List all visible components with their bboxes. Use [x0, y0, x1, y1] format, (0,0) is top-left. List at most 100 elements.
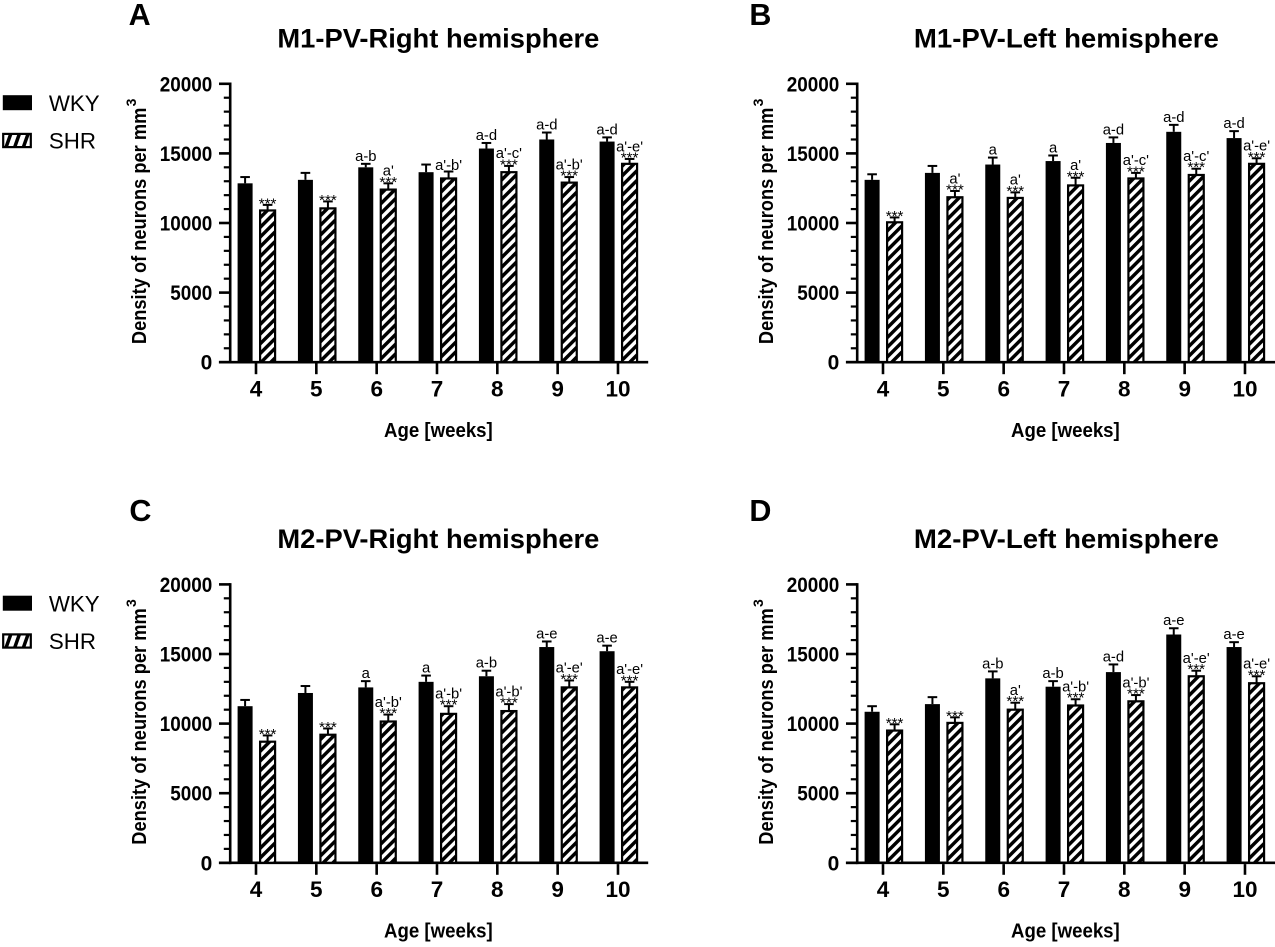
- svg-text:a': a': [949, 171, 960, 187]
- svg-text:6: 6: [370, 877, 383, 902]
- svg-text:a-d: a-d: [1103, 649, 1124, 665]
- svg-text:a'-e': a'-e': [1183, 651, 1210, 667]
- svg-text:8: 8: [1118, 376, 1131, 401]
- svg-text:SHR: SHR: [49, 629, 96, 654]
- svg-text:a': a': [383, 164, 394, 180]
- svg-text:a-d: a-d: [536, 118, 557, 134]
- svg-text:***: ***: [886, 715, 904, 732]
- svg-text:5: 5: [937, 376, 950, 401]
- svg-text:***: ***: [1006, 693, 1024, 710]
- svg-text:***: ***: [259, 195, 277, 212]
- svg-text:***: ***: [560, 671, 578, 688]
- svg-text:8: 8: [491, 376, 504, 401]
- svg-text:***: ***: [500, 695, 518, 712]
- svg-text:0: 0: [201, 352, 213, 375]
- svg-text:3: 3: [750, 98, 766, 106]
- svg-text:6: 6: [997, 376, 1010, 401]
- svg-text:a-e: a-e: [1163, 613, 1184, 629]
- svg-text:5: 5: [937, 877, 950, 902]
- svg-text:a: a: [362, 666, 371, 682]
- svg-text:20000: 20000: [160, 73, 213, 96]
- svg-text:M2-PV-Left hemisphere: M2-PV-Left hemisphere: [914, 524, 1219, 554]
- svg-text:***: ***: [621, 150, 639, 167]
- svg-text:a'-e': a'-e': [556, 661, 583, 677]
- svg-text:a'-b': a'-b': [1062, 680, 1089, 696]
- svg-text:***: ***: [1006, 183, 1024, 200]
- svg-text:M1-PV-Right hemisphere: M1-PV-Right hemisphere: [277, 23, 599, 53]
- svg-text:a-e: a-e: [1223, 627, 1244, 643]
- svg-text:a-d: a-d: [596, 122, 617, 138]
- svg-text:10000: 10000: [160, 213, 213, 236]
- svg-text:WKY: WKY: [49, 91, 100, 116]
- svg-text:***: ***: [1127, 686, 1145, 703]
- svg-text:7: 7: [431, 877, 444, 902]
- svg-text:5000: 5000: [170, 282, 212, 305]
- svg-text:***: ***: [379, 174, 397, 191]
- svg-text:***: ***: [1248, 667, 1266, 684]
- svg-text:M1-PV-Left hemisphere: M1-PV-Left hemisphere: [914, 23, 1219, 53]
- svg-text:3: 3: [750, 599, 766, 607]
- svg-text:a'-b': a'-b': [435, 687, 462, 703]
- svg-text:***: ***: [560, 168, 578, 185]
- svg-text:4: 4: [250, 376, 263, 401]
- svg-text:***: ***: [319, 719, 337, 736]
- svg-text:a-b: a-b: [1042, 666, 1063, 682]
- svg-text:10: 10: [605, 877, 630, 902]
- svg-text:a'-c': a'-c': [1123, 153, 1149, 169]
- svg-text:a-d: a-d: [476, 128, 497, 144]
- svg-text:20000: 20000: [787, 73, 840, 96]
- svg-text:7: 7: [1058, 376, 1071, 401]
- svg-text:***: ***: [1127, 163, 1145, 180]
- svg-text:3: 3: [123, 599, 139, 607]
- svg-text:a'-b': a'-b': [495, 684, 522, 700]
- svg-text:15000: 15000: [160, 143, 213, 166]
- svg-text:***: ***: [259, 726, 277, 743]
- svg-text:10: 10: [605, 376, 630, 401]
- svg-text:a': a': [1010, 173, 1021, 189]
- svg-text:a'-e': a'-e': [616, 139, 643, 155]
- svg-text:0: 0: [828, 852, 840, 875]
- svg-text:0: 0: [828, 352, 840, 375]
- svg-text:a: a: [989, 143, 998, 159]
- svg-text:5: 5: [310, 877, 323, 902]
- svg-text:Density of neurons per mm: Density of neurons per mm: [128, 608, 151, 844]
- svg-text:a-b: a-b: [982, 656, 1003, 672]
- svg-text:***: ***: [379, 705, 397, 722]
- svg-text:0: 0: [201, 852, 213, 875]
- svg-text:6: 6: [370, 376, 383, 401]
- svg-text:a'-b': a'-b': [556, 157, 583, 173]
- svg-text:D: D: [749, 494, 771, 528]
- svg-text:Density of neurons per mm: Density of neurons per mm: [755, 108, 778, 344]
- svg-text:a'-e': a'-e': [1243, 657, 1270, 673]
- svg-text:10000: 10000: [160, 713, 213, 736]
- svg-text:15000: 15000: [787, 143, 840, 166]
- svg-text:6: 6: [997, 877, 1010, 902]
- svg-text:10: 10: [1232, 376, 1257, 401]
- svg-text:20000: 20000: [787, 574, 840, 597]
- svg-text:a-b: a-b: [476, 656, 497, 672]
- svg-text:20000: 20000: [160, 574, 213, 597]
- svg-text:a-b: a-b: [355, 149, 376, 165]
- svg-text:a'-b': a'-b': [435, 158, 462, 174]
- svg-text:***: ***: [1067, 168, 1085, 185]
- svg-text:***: ***: [319, 192, 337, 209]
- svg-text:10: 10: [1232, 877, 1257, 902]
- svg-text:9: 9: [551, 376, 564, 401]
- svg-text:15000: 15000: [160, 644, 213, 667]
- svg-text:5000: 5000: [797, 783, 839, 806]
- svg-text:8: 8: [491, 877, 504, 902]
- svg-text:a: a: [1049, 141, 1058, 157]
- svg-text:4: 4: [250, 877, 263, 902]
- svg-text:B: B: [749, 0, 771, 32]
- svg-text:Age [weeks]: Age [weeks]: [384, 919, 493, 942]
- svg-text:a: a: [422, 661, 431, 677]
- svg-text:C: C: [129, 494, 151, 528]
- svg-text:Density of neurons per mm: Density of neurons per mm: [128, 108, 151, 344]
- svg-text:Age [weeks]: Age [weeks]: [384, 419, 493, 442]
- svg-text:a-d: a-d: [1103, 122, 1124, 138]
- svg-text:8: 8: [1118, 877, 1131, 902]
- svg-text:a-d: a-d: [1223, 116, 1244, 132]
- svg-text:3: 3: [123, 98, 139, 106]
- svg-text:a'-b': a'-b': [1122, 675, 1149, 691]
- svg-text:Density of neurons per mm: Density of neurons per mm: [755, 608, 778, 844]
